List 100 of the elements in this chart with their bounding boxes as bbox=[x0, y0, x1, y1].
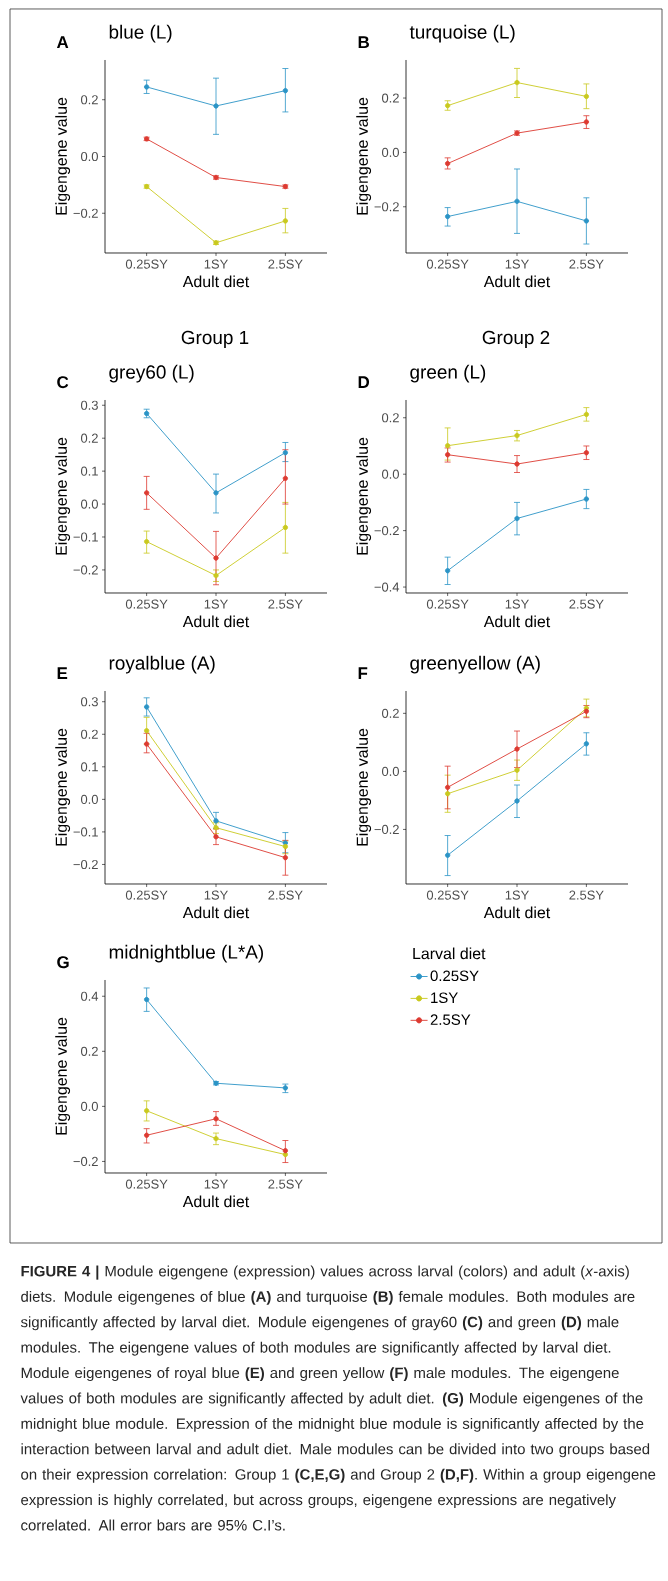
point bbox=[213, 818, 219, 824]
y-tick-label: 0.2 bbox=[381, 708, 399, 718]
point bbox=[444, 852, 451, 858]
text: D bbox=[358, 376, 370, 388]
x-tick-label: 0.25SY bbox=[426, 890, 469, 900]
point bbox=[583, 741, 590, 747]
y-tick-label: 0.3 bbox=[80, 697, 98, 707]
y-tick-label: −0.1 bbox=[73, 827, 98, 837]
y-tick-label: −0.2 bbox=[73, 1156, 98, 1167]
point bbox=[514, 515, 520, 522]
point bbox=[514, 198, 520, 204]
x-tick-label: 2.5SY bbox=[268, 890, 303, 900]
y-tick-label: −0.2 bbox=[73, 859, 98, 870]
point bbox=[282, 475, 289, 482]
x-axis-title: Adult diet bbox=[182, 275, 250, 288]
text: F bbox=[358, 667, 368, 679]
y-tick-label: −0.2 bbox=[374, 824, 399, 835]
y-tick-label: 0.2 bbox=[80, 433, 98, 443]
y-axis-title: Eigengene value bbox=[356, 437, 372, 555]
y-tick-label: −0.2 bbox=[73, 208, 98, 218]
y-tick-label: 0.3 bbox=[80, 400, 98, 410]
y-tick-label: 0.1 bbox=[80, 466, 98, 476]
y-tick-label: 0.1 bbox=[80, 762, 98, 772]
x-tick-label: 0.25SY bbox=[426, 259, 469, 269]
point bbox=[213, 834, 219, 840]
y-axis-title: Eigengene value bbox=[55, 437, 71, 555]
x-tick-label: 1SY bbox=[204, 259, 228, 269]
text: Group 1 bbox=[181, 330, 249, 348]
point bbox=[143, 704, 150, 710]
point bbox=[143, 996, 150, 1003]
x-tick-label: 1SY bbox=[505, 890, 529, 900]
chart-title: turquoise (L) bbox=[409, 24, 515, 43]
point bbox=[514, 461, 520, 467]
point bbox=[583, 450, 590, 456]
point bbox=[444, 213, 451, 220]
legend-title: Larval diet bbox=[413, 947, 486, 960]
y-tick-label: 0.4 bbox=[80, 991, 99, 1001]
x-tick-label: 2.5SY bbox=[268, 1179, 303, 1189]
text: Group 2 bbox=[482, 330, 550, 348]
x-axis-title: Adult diet bbox=[182, 1195, 250, 1208]
text: A bbox=[56, 36, 69, 48]
legend-label: 0.25SY bbox=[430, 970, 479, 982]
point bbox=[514, 798, 520, 804]
point bbox=[213, 490, 219, 496]
chart-title: midnightblue (L*A) bbox=[109, 944, 264, 963]
point bbox=[282, 854, 289, 861]
point bbox=[514, 746, 520, 752]
legend-label: 1SY bbox=[431, 992, 458, 1004]
y-axis-title: Eigengene value bbox=[356, 97, 372, 215]
point bbox=[583, 411, 590, 418]
x-axis-title: Adult diet bbox=[182, 615, 250, 628]
point bbox=[143, 538, 150, 545]
chart-title: blue (L) bbox=[109, 24, 172, 43]
x-tick-label: 1SY bbox=[505, 259, 529, 269]
point bbox=[282, 524, 289, 531]
point bbox=[143, 728, 150, 734]
text: B bbox=[358, 36, 369, 48]
point bbox=[583, 119, 590, 125]
x-tick-label: 0.25SY bbox=[125, 890, 168, 900]
y-tick-label: −0.1 bbox=[73, 532, 98, 542]
point bbox=[143, 1108, 150, 1114]
point bbox=[444, 784, 451, 790]
x-axis-title: Adult diet bbox=[483, 906, 551, 919]
point bbox=[282, 450, 289, 456]
point bbox=[213, 555, 219, 561]
x-tick-label: 0.25SY bbox=[125, 1179, 168, 1189]
point bbox=[213, 103, 219, 109]
text: C bbox=[57, 376, 69, 389]
y-axis-title: Eigengene value bbox=[55, 728, 71, 846]
y-tick-label: 0.2 bbox=[80, 729, 98, 739]
point bbox=[143, 84, 150, 90]
point bbox=[583, 93, 590, 100]
x-tick-label: 1SY bbox=[204, 890, 228, 900]
x-tick-label: 0.25SY bbox=[426, 599, 469, 609]
point bbox=[514, 767, 520, 773]
point bbox=[282, 87, 289, 94]
y-tick-label: 0.0 bbox=[381, 469, 399, 479]
y-tick-label: −0.2 bbox=[374, 526, 399, 536]
y-tick-label: −0.4 bbox=[374, 582, 400, 592]
chart-title: green (L) bbox=[410, 364, 486, 383]
y-tick-label: 0.2 bbox=[80, 1046, 98, 1056]
text: FIGURE 4 | Module eigengene (expression) values across larval (colors) and adult (x-axis) diets. Module eigengenes of blue (A) and turquoise (B) female modules. Both modules are significantly affected by larval diet. Module eigengenes of gray60 (C) and green (D) male modules. The eigengene values of both modules are significantly affected by larval diet. Module eigengenes of royal blue (E) and green yellow (F) male modules. The eigengene values of both modules are significantly affected by adult diet. (G) Module eigengenes of the midnight blue module. Expression of the midnight blue module is significantly affected by the interaction between larval and adult diet. Male modules can be divided into two groups based on their expression correlation: Group 1 (C,E,G) and Group 2 (D,F). Within a group eigengene expression is highly correlated, but across groups, eigengene expressions are negatively correlated. All error bars are 95% C.I’s. bbox=[20, 1265, 656, 1531]
point bbox=[213, 1116, 219, 1122]
point bbox=[514, 79, 520, 86]
x-tick-label: 1SY bbox=[505, 599, 529, 609]
point bbox=[444, 452, 451, 458]
y-axis-title: Eigengene value bbox=[356, 728, 372, 846]
point bbox=[444, 791, 451, 797]
y-tick-label: −0.2 bbox=[73, 565, 98, 575]
y-tick-label: 0.0 bbox=[80, 151, 98, 162]
y-tick-label: 0.0 bbox=[80, 499, 98, 509]
text: E bbox=[57, 667, 68, 679]
y-tick-label: 0.0 bbox=[381, 766, 399, 776]
y-axis-title: Eigengene value bbox=[55, 1017, 71, 1135]
x-tick-label: 0.25SY bbox=[125, 259, 168, 269]
x-axis-title: Adult diet bbox=[182, 906, 250, 919]
x-axis-title: Adult diet bbox=[483, 615, 551, 628]
y-tick-label: 0.2 bbox=[80, 95, 98, 105]
text: G bbox=[57, 956, 69, 969]
chart-title: royalblue (A) bbox=[109, 655, 215, 674]
